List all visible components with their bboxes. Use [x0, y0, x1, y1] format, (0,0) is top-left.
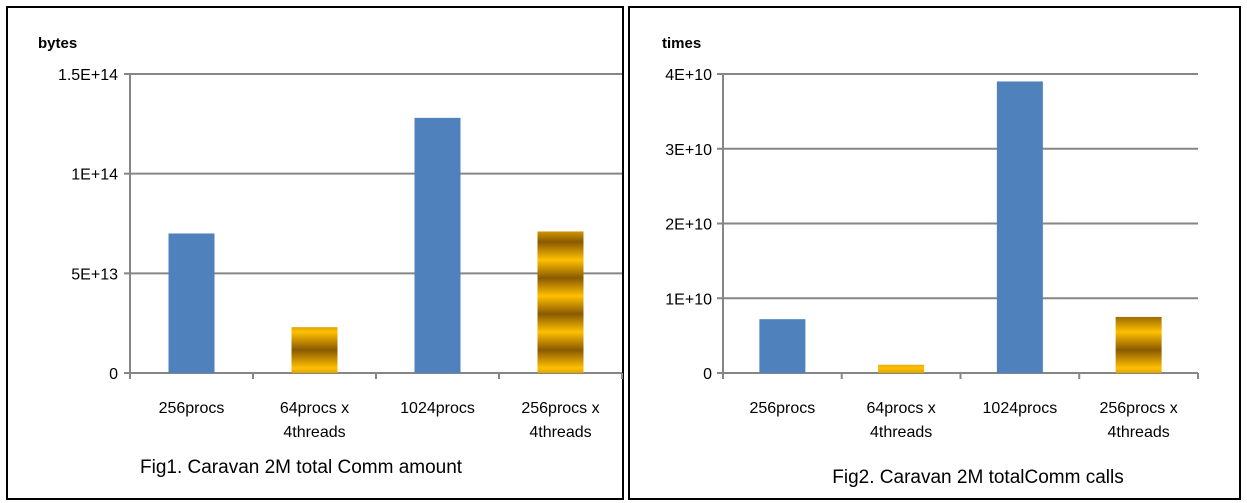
- y-tick-label: 5E+13: [71, 266, 118, 283]
- x-tick-label: 4threads: [283, 424, 345, 441]
- x-tick-label: 256procs x: [1099, 400, 1177, 417]
- bar-1: [759, 319, 806, 373]
- y-tick-label: 2E+10: [665, 217, 712, 234]
- x-tick-label: 1024procs: [400, 400, 475, 417]
- bar-1: [168, 233, 215, 373]
- x-tick-label: 4threads: [529, 424, 591, 441]
- bar-4: [1115, 316, 1162, 373]
- y-tick-label: 1E+14: [71, 167, 118, 184]
- chart-panel-2: 0 1E+10 2E+10 3E+10 4E+10 times 256procs 64proc…: [628, 6, 1241, 500]
- y-tick-label: 4E+10: [665, 67, 712, 84]
- x-tick-label: 256procs x: [521, 400, 599, 417]
- figure-caption: Fig1. Caravan 2M total Comm amount: [140, 457, 463, 478]
- figure-caption: Fig2. Caravan 2M totalComm calls: [832, 467, 1123, 488]
- x-tick-label: 4threads: [1107, 424, 1169, 441]
- x-tick-label: 1024procs: [983, 400, 1058, 417]
- chart-panel-1: 0 5E+13 1E+14 1.5E+14 bytes 256procs 64procs x…: [6, 6, 624, 500]
- x-tick-label: 256procs: [749, 400, 815, 417]
- y-tick-label: 3E+10: [665, 142, 712, 159]
- chart-2: 0 1E+10 2E+10 3E+10 4E+10 times 256procs 64proc…: [662, 35, 1199, 488]
- x-tick-label: 64procs x: [866, 400, 935, 417]
- y-tick-label: 1.5E+14: [58, 67, 118, 84]
- x-tick-label: 64procs x: [280, 400, 349, 417]
- bar-2: [878, 364, 925, 373]
- y-tick-label: 0: [703, 366, 712, 383]
- x-tick-label: 4threads: [870, 424, 932, 441]
- y-tick-label: 1E+10: [665, 291, 712, 308]
- x-tick-label: 256procs: [159, 400, 225, 417]
- y-axis-label: times: [662, 35, 701, 52]
- bar-2: [291, 327, 338, 373]
- chart-1: 0 5E+13 1E+14 1.5E+14 bytes 256procs 64procs x…: [38, 35, 623, 478]
- y-axis-label: bytes: [38, 35, 77, 52]
- y-tick-label: 0: [109, 366, 118, 383]
- bar-4: [537, 231, 584, 373]
- bar-3: [414, 117, 461, 373]
- bar-3: [996, 81, 1043, 373]
